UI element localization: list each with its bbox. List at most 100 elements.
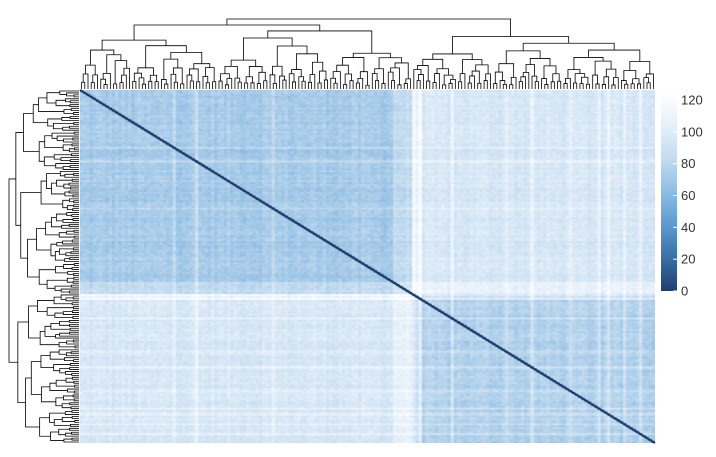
dendrogram-branch [64, 357, 79, 362]
dendrogram-branch [418, 74, 424, 89]
dendrogram-branch [267, 30, 373, 54]
dendrogram-branch [205, 82, 210, 89]
dendrogram-branch [71, 437, 79, 441]
dendrogram-branch [605, 68, 617, 78]
dendrogram-branch [63, 395, 75, 401]
dendrogram-branch [426, 80, 431, 89]
dendrogram-branch [65, 371, 79, 375]
dendrogram-branch [23, 113, 40, 152]
dendrogram-branch [333, 82, 338, 89]
dendrogram-branch [574, 73, 586, 83]
colorbar-tick-label: 0 [681, 284, 688, 299]
dendrogram-branch [69, 327, 79, 331]
dendrogram-branch [288, 73, 295, 89]
dendrogram-branch [71, 178, 79, 182]
dendrogram-branch [71, 310, 79, 313]
dendrogram-branch [100, 78, 106, 89]
dendrogram-branch [550, 81, 555, 89]
dendrogram-branch [114, 60, 128, 84]
dendrogram-branch [41, 386, 56, 403]
dendrogram-branch [196, 81, 201, 89]
dendrogram-branch [204, 67, 215, 82]
dendrogram-branch [74, 345, 79, 349]
dendrogram-branch [85, 64, 96, 75]
dendrogram-branch [417, 65, 429, 82]
dendrogram-branch [30, 361, 42, 395]
dendrogram-branch [72, 339, 79, 343]
dendrogram-branch [272, 65, 283, 77]
dendrogram-branch [332, 71, 341, 89]
dendrogram-branch [27, 238, 40, 278]
dendrogram-branch [70, 284, 79, 288]
dendrogram-branch [292, 81, 297, 89]
colorbar-tick-label: 60 [681, 188, 695, 203]
dendrogram-branch [499, 80, 506, 89]
dendrogram-branch [62, 199, 70, 209]
dendrogram-branch [522, 42, 615, 51]
dendrogram-branch [594, 60, 612, 76]
dendrogram-branch [452, 36, 570, 54]
dendrogram-branch [60, 288, 79, 293]
dendrogram-branch [65, 98, 79, 103]
dendrogram-branch [119, 82, 124, 89]
dendrogram-branch [71, 302, 79, 306]
dendrogram-branch [365, 84, 370, 89]
dendrogram-branch [81, 81, 86, 89]
dendrogram-branch [63, 138, 79, 143]
dendrogram-branch [46, 279, 68, 289]
dendrogram-branch [630, 83, 635, 89]
dendrogram-branch [65, 297, 79, 302]
dendrogram-branch [61, 403, 72, 409]
dendrogram-branch [69, 116, 79, 119]
colorbar-tick-label: 40 [681, 220, 695, 235]
dendrogram-branch [585, 83, 590, 89]
dendrogram-branch [73, 276, 79, 280]
dendrogram-branch [581, 76, 589, 85]
dendrogram-branch [59, 368, 70, 374]
dendrogram-branch [629, 61, 651, 74]
dendrogram-branch [218, 80, 223, 89]
dendrogram-branch [45, 221, 60, 236]
dendrogram-branch [74, 384, 79, 388]
dendrogram-branch [309, 74, 316, 89]
dendrogram-branch [44, 325, 56, 337]
dendrogram-branch [170, 73, 177, 89]
dendrogram-branch [355, 82, 360, 89]
dendrogram-branch [522, 72, 530, 89]
dendrogram-branch [73, 390, 79, 394]
dendrogram-branch [64, 258, 79, 262]
colorbar-tick-label: 100 [681, 124, 703, 139]
dendrogram-branch [317, 82, 322, 89]
dendrogram-branch [55, 397, 64, 407]
dendrogram-branch [138, 77, 145, 89]
dendrogram-branch [244, 82, 249, 89]
dendrogram-branch [357, 77, 364, 89]
dendrogram-branch [64, 411, 79, 415]
dendrogram-branch [534, 81, 539, 89]
dendrogram-branch [477, 82, 482, 89]
dendrogram-branch [381, 83, 386, 89]
dendrogram-branch [73, 172, 79, 176]
dendrogram-branch [352, 52, 391, 58]
dendrogram-branch [68, 182, 79, 186]
dendrogram-branch [237, 81, 242, 89]
dendrogram-branch [493, 83, 498, 89]
row-dendrogram [8, 90, 79, 443]
dendrogram-branch [63, 438, 79, 443]
dendrogram-branch [73, 131, 79, 135]
dendrogram-branch [557, 80, 562, 89]
dendrogram-branch [343, 84, 348, 89]
dendrogram-branch [65, 252, 79, 257]
dendrogram-branch [62, 166, 79, 170]
dendrogram-branch [291, 69, 302, 77]
dendrogram-branch [391, 80, 396, 89]
dendrogram-branch [298, 76, 305, 89]
dendrogram-branch [394, 62, 409, 79]
dendrogram-branch [53, 364, 71, 372]
dendrogram-branch [73, 398, 79, 402]
dendrogram-branch [645, 73, 654, 89]
dendrogram-branch [72, 218, 79, 221]
dendrogram-branch [432, 53, 473, 60]
dendrogram-branch [72, 247, 79, 251]
dendrogram-branch [62, 240, 79, 245]
